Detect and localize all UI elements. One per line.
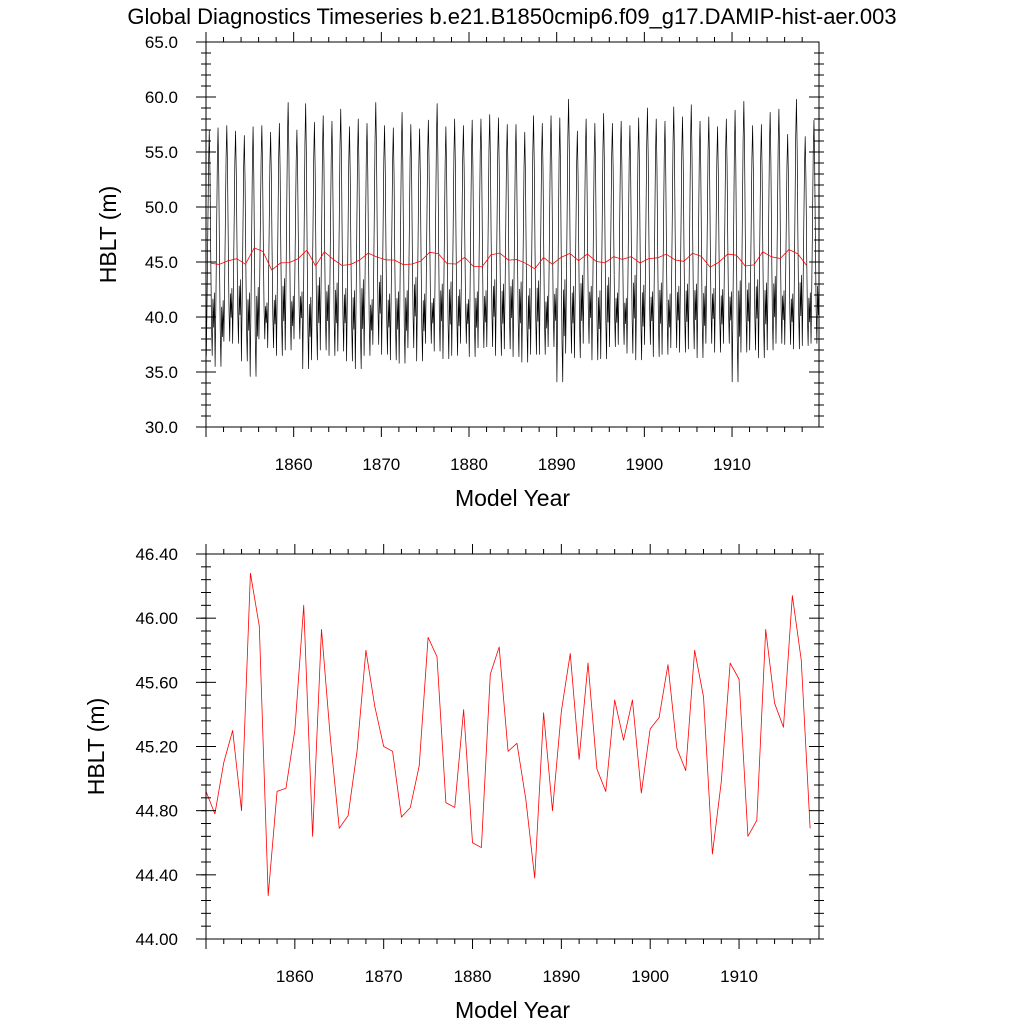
y-axis-label: HBLT (m): [95, 186, 121, 284]
y-tick-label: 50.0: [145, 198, 178, 217]
y-tick-label: 44.80: [135, 802, 178, 821]
x-tick-label: 1880: [454, 967, 492, 986]
y-tick-label: 46.00: [135, 609, 178, 628]
y-tick-label: 55.0: [145, 143, 178, 162]
plot-area: [206, 98, 819, 383]
x-axis-label: Model Year: [455, 997, 570, 1023]
x-tick-label: 1870: [365, 967, 403, 986]
y-tick-label: 35.0: [145, 363, 178, 382]
x-tick-label: 1900: [631, 967, 669, 986]
y-tick-label: 40.0: [145, 308, 178, 327]
top-panel: 30.0 35.0 40.0 45.0 50.0 55.0 60.0 65.0 1860 1870…: [95, 32, 824, 511]
plot-area: [206, 572, 811, 897]
plot-frame: [205, 41, 820, 428]
x-tick-label: 1860: [276, 967, 314, 986]
y-tick-label: 45.60: [135, 673, 178, 692]
y-tick-label: 30.0: [145, 418, 178, 437]
bottom-panel: 44.00 44.40 44.80 45.20 45.60 46.00 46.40 1860 1…: [83, 544, 824, 1023]
x-tick-label: 1890: [542, 967, 580, 986]
x-tick-label: 1860: [275, 455, 313, 474]
y-tick-label: 44.00: [135, 930, 178, 949]
y-tick-label: 46.40: [135, 545, 178, 564]
series-line-annual-mean: [210, 247, 807, 271]
y-tick-label: 45.20: [135, 738, 178, 757]
x-tick-label: 1910: [713, 455, 751, 474]
x-tick-label: 1890: [538, 455, 576, 474]
y-tick-label: 44.40: [135, 866, 178, 885]
series-line-annual-mean: [206, 572, 811, 897]
y-tick-label: 45.0: [145, 253, 178, 272]
y-tick-label: 60.0: [145, 88, 178, 107]
x-tick-label: 1900: [625, 455, 663, 474]
x-tick-label: 1870: [362, 455, 400, 474]
y-axis-label: HBLT (m): [83, 698, 109, 796]
y-tick-label: 65.0: [145, 33, 178, 52]
x-tick-label: 1910: [720, 967, 758, 986]
x-axis-label: Model Year: [455, 485, 570, 511]
plot-frame: [205, 553, 820, 940]
x-tick-label: 1880: [450, 455, 488, 474]
series-line-monthly: [206, 98, 819, 383]
chart-title: Global Diagnostics Timeseries b.e21.B185…: [127, 4, 896, 29]
